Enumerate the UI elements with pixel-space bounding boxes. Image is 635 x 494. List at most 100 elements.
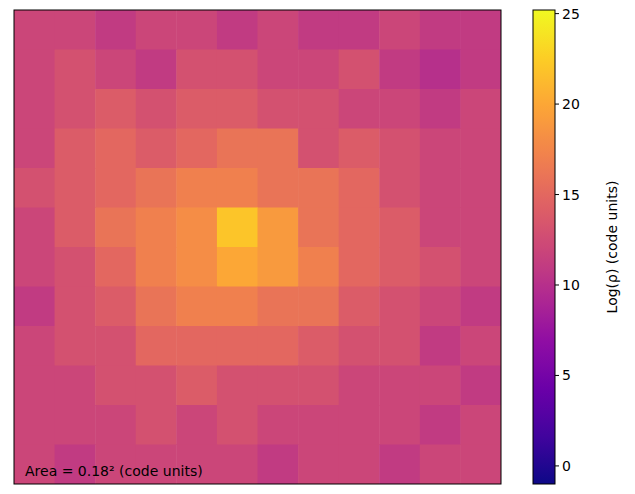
cell — [379, 50, 420, 90]
cell — [176, 89, 217, 129]
cell — [95, 247, 136, 287]
cell — [55, 129, 96, 169]
cell — [379, 287, 420, 327]
cell — [379, 405, 420, 445]
cell — [420, 247, 461, 287]
cell — [339, 445, 380, 485]
cell — [460, 326, 501, 366]
cell — [217, 445, 258, 485]
cell — [176, 247, 217, 287]
cell — [55, 89, 96, 129]
cell — [379, 129, 420, 169]
cell — [460, 287, 501, 327]
cell — [420, 366, 461, 406]
cell — [258, 10, 299, 50]
cell — [258, 287, 299, 327]
colorbar-tick-label: 0 — [562, 458, 571, 474]
cell — [217, 208, 258, 248]
cell — [14, 168, 55, 208]
cell — [136, 50, 177, 90]
colorbar-tick-label: 20 — [562, 96, 580, 112]
cell — [95, 89, 136, 129]
cell — [258, 89, 299, 129]
colorbar — [533, 10, 555, 484]
cell — [95, 50, 136, 90]
plot-frame — [14, 10, 501, 484]
cell — [460, 445, 501, 485]
cell — [339, 10, 380, 50]
cell — [14, 405, 55, 445]
cell — [136, 326, 177, 366]
cell — [339, 208, 380, 248]
colorbar-tick — [555, 13, 559, 14]
cell — [55, 50, 96, 90]
cell — [217, 89, 258, 129]
chart: Area = 0.18² (code units)0510152025Log(ρ… — [0, 0, 635, 494]
cell — [258, 129, 299, 169]
cell — [55, 208, 96, 248]
cell — [55, 168, 96, 208]
cell — [258, 208, 299, 248]
colorbar-tick-label: 25 — [562, 6, 580, 22]
cell — [217, 366, 258, 406]
cell — [420, 10, 461, 50]
cell — [95, 326, 136, 366]
cell — [217, 168, 258, 208]
cell — [176, 208, 217, 248]
cell — [420, 129, 461, 169]
cell — [176, 50, 217, 90]
cell — [258, 366, 299, 406]
cell — [420, 405, 461, 445]
cell — [176, 405, 217, 445]
cell — [379, 247, 420, 287]
cell — [14, 129, 55, 169]
colorbar-tick — [555, 194, 559, 195]
cell — [298, 287, 339, 327]
cell — [217, 10, 258, 50]
cell — [298, 366, 339, 406]
colorbar-tick — [555, 375, 559, 376]
cell — [14, 89, 55, 129]
cell — [136, 287, 177, 327]
cell — [379, 10, 420, 50]
colorbar-tick-label: 15 — [562, 187, 580, 203]
cell — [258, 50, 299, 90]
cell — [339, 366, 380, 406]
cell — [420, 445, 461, 485]
cell — [298, 89, 339, 129]
cell — [95, 208, 136, 248]
cell — [95, 405, 136, 445]
cell — [460, 89, 501, 129]
cell — [460, 50, 501, 90]
cell — [55, 287, 96, 327]
cell — [14, 247, 55, 287]
cell — [298, 247, 339, 287]
colorbar-label: Log(ρ) (code units) — [604, 181, 620, 314]
cell — [55, 10, 96, 50]
cell — [379, 326, 420, 366]
cell — [460, 10, 501, 50]
cell — [136, 247, 177, 287]
cell — [298, 445, 339, 485]
cell — [339, 129, 380, 169]
cell — [176, 287, 217, 327]
cell — [258, 247, 299, 287]
cell — [14, 287, 55, 327]
cell — [420, 168, 461, 208]
cell — [95, 366, 136, 406]
cell — [55, 247, 96, 287]
cell — [420, 287, 461, 327]
cell — [217, 129, 258, 169]
colorbar-tick — [555, 104, 559, 105]
cell — [55, 326, 96, 366]
cell — [136, 89, 177, 129]
cell — [14, 366, 55, 406]
cell — [14, 208, 55, 248]
cells — [14, 10, 501, 484]
cell — [95, 10, 136, 50]
cell — [176, 326, 217, 366]
cell — [420, 326, 461, 366]
colorbar-tick-label: 5 — [562, 367, 571, 383]
cell — [14, 10, 55, 50]
cell — [298, 208, 339, 248]
